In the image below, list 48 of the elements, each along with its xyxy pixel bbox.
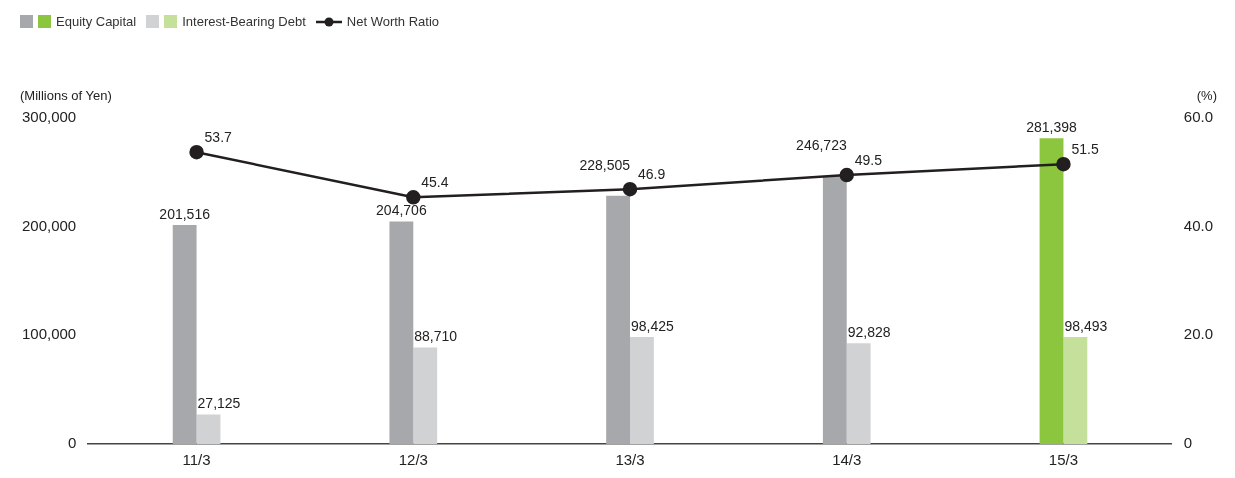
- data-label: 46.9: [638, 166, 666, 183]
- y-axis-title: (Millions of Yen): [20, 88, 112, 103]
- data-label: 53.7: [204, 129, 233, 146]
- data-label: 204,706: [376, 202, 427, 219]
- data-label: 51.5: [1071, 141, 1099, 158]
- bar: [1063, 336, 1088, 444]
- y2-tick-label: 60.0: [1183, 108, 1214, 126]
- data-label: 281,398: [1026, 119, 1078, 136]
- data-label: 98,425: [631, 317, 675, 334]
- x-tick-label: 11/3: [182, 451, 211, 469]
- data-label: 92,828: [847, 323, 891, 340]
- legend-label: Equity Capital: [56, 14, 137, 29]
- x-tick-label: 15/3: [1048, 451, 1079, 469]
- legend-label: Net Worth Ratio: [346, 14, 440, 29]
- y2-tick-label: 0: [1183, 434, 1193, 452]
- bar: [1039, 138, 1064, 444]
- point: [406, 190, 421, 205]
- x-tick-label: 13/3: [615, 451, 645, 469]
- bar: [172, 225, 197, 444]
- bar: [630, 337, 654, 444]
- point: [1056, 156, 1071, 172]
- point: [189, 144, 204, 160]
- bar: [413, 347, 438, 444]
- bar: [196, 414, 221, 444]
- data-label: 98,493: [1064, 317, 1108, 334]
- bar: [846, 343, 871, 444]
- y-tick-label: 100,000: [21, 325, 77, 343]
- data-label: 45.4: [421, 174, 449, 191]
- legend-label: Interest-Bearing Debt: [182, 14, 306, 29]
- y2-tick-label: 40.0: [1183, 216, 1214, 234]
- bar: [389, 221, 414, 444]
- data-label: 88,710: [414, 328, 458, 345]
- data-label: 228,505: [579, 156, 631, 173]
- y2-tick-label: 20.0: [1183, 325, 1214, 343]
- bar: [822, 175, 847, 444]
- y-tick-label: 200,000: [21, 216, 77, 234]
- data-label: 27,125: [197, 395, 241, 412]
- point: [839, 167, 854, 183]
- data-label: 246,723: [796, 136, 847, 153]
- bar: [606, 195, 631, 444]
- x-tick-label: 12/3: [398, 451, 428, 469]
- x-tick-label: 14/3: [832, 451, 862, 469]
- y2-axis-title: (%): [1196, 88, 1217, 103]
- data-label: 49.5: [854, 151, 883, 168]
- y-tick-label: 300,000: [21, 108, 77, 126]
- point: [622, 181, 638, 197]
- data-label: 201,516: [159, 205, 211, 222]
- y-tick-label: 0: [67, 434, 77, 452]
